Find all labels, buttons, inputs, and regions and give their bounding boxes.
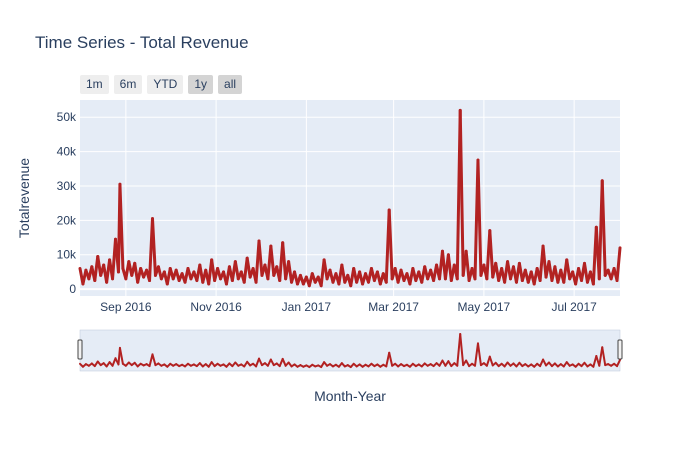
y-tick-label: 0 (69, 282, 76, 296)
chart-title: Time Series - Total Revenue (35, 33, 249, 52)
rangeslider-handle-left[interactable] (77, 339, 83, 360)
series-segment (615, 246, 622, 283)
series-segment (150, 217, 157, 277)
y-tick-label: 50k (57, 110, 77, 124)
y-tick-label: 10k (57, 248, 77, 262)
series-segment (281, 241, 288, 281)
x-tick-label: Jan 2017 (282, 300, 332, 314)
y-gridlines (80, 116, 620, 291)
x-axis-title: Month-Year (314, 388, 386, 404)
rangeslider-lines (79, 332, 621, 369)
plot-area (80, 100, 620, 296)
series-segment (118, 182, 125, 270)
range-1y-button[interactable]: 1y (188, 75, 214, 94)
rangeslider-segment (476, 342, 482, 367)
range-6m-button[interactable]: 6m (113, 75, 143, 94)
series-segment (476, 158, 483, 277)
x-tick-label: Sep 2016 (100, 300, 152, 314)
range-all-button[interactable]: all (218, 75, 243, 94)
x-tick-label: Nov 2016 (190, 300, 242, 314)
rangeslider-segment (601, 346, 607, 367)
y-tick-label: 30k (57, 179, 77, 193)
rangeslider-segment (118, 346, 124, 365)
range-ytd-button[interactable]: YTD (147, 75, 184, 94)
rangeslider-segment (151, 353, 157, 367)
series-segment (387, 208, 394, 281)
rangeslider-segment (388, 351, 394, 367)
x-tick-labels: Sep 2016 Nov 2016 Jan 2017 Mar 2017 May 2017… (100, 300, 597, 314)
series-segment (565, 258, 572, 281)
rangeslider-segment (465, 359, 471, 368)
x-tick-label: May 2017 (458, 300, 511, 314)
series-segment (464, 249, 471, 283)
main-plot-lines (78, 108, 622, 288)
x-tick-label: Mar 2017 (368, 300, 419, 314)
rangeslider-segment (616, 358, 621, 368)
rangeslider-handle-right[interactable] (617, 339, 623, 360)
series-segment (488, 229, 495, 279)
range-selector: 1m 6m YTD 1y all (80, 75, 243, 94)
x-gridlines (125, 100, 575, 296)
series-segment (269, 244, 276, 277)
series-segment (340, 263, 347, 284)
series-segment (458, 108, 465, 277)
series-segment (600, 179, 607, 277)
rangeslider-segment (258, 357, 263, 367)
x-tick-label: Jul 2017 (551, 300, 597, 314)
y-tick-labels: 0 10k 20k 30k 40k 50k (57, 110, 77, 296)
rangeslider-segment (488, 355, 494, 367)
rangeslider-segment (281, 357, 287, 367)
range-1m-button[interactable]: 1m (80, 75, 109, 94)
y-axis-title: Totalrevenue (16, 158, 32, 238)
y-tick-label: 20k (57, 213, 77, 227)
series-segment (233, 260, 240, 281)
rangeslider-segment (542, 358, 548, 367)
rangeslider-segment (269, 358, 275, 367)
y-tick-label: 40k (57, 145, 77, 159)
series-segment (257, 239, 264, 277)
rangeslider-segment (459, 332, 465, 367)
